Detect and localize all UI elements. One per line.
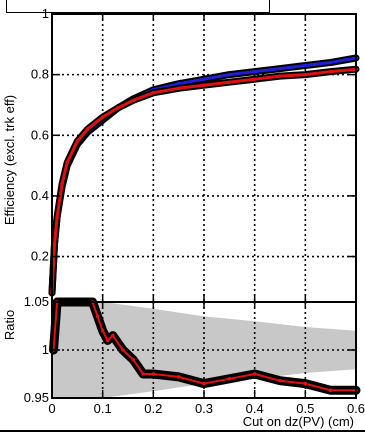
main-series-1-point-17: [328, 69, 333, 74]
ratio-series-0-point-17: [328, 388, 333, 393]
ratio-series-0-point-9: [141, 372, 145, 376]
ratio-xtick-label-4: 0.4: [246, 401, 264, 416]
main-series-1-point-16: [303, 72, 308, 77]
main-series-0-point-15: [278, 66, 282, 71]
main-series-1-point-12: [202, 83, 206, 87]
ratio-ytick-label-1: 1: [42, 342, 49, 357]
ratio-ytick-label-2: 1.05: [24, 294, 49, 309]
ratio-series-0-point-5: [105, 338, 110, 343]
main-series-0-point-12: [202, 77, 206, 81]
ratio-series-0-point-14: [252, 372, 257, 376]
ratio-ylabel: Ratio: [2, 310, 17, 340]
main-series-1-point-3: [60, 182, 64, 186]
ratio-xtick-label-6: 0.6: [347, 401, 365, 416]
ratio-xtick-label-3: 0.3: [195, 401, 213, 416]
main-series-1-point-7: [100, 115, 105, 119]
ratio-series-0-point-13: [227, 377, 232, 381]
ratio-xtick-label-5: 0.5: [296, 401, 314, 416]
main-series-0-point-14: [252, 69, 257, 74]
main-ytick-label-0: 0.2: [31, 249, 49, 264]
main-series-0-point-16: [303, 63, 308, 68]
main-series-1-point-14: [252, 77, 257, 81]
main-series-0-point-11: [176, 81, 181, 86]
main-ytick-label-1: 0.4: [31, 188, 49, 203]
legend-box: [6, 0, 270, 13]
main-ytick-label-4: 1: [42, 6, 49, 21]
ratio-series-0-point-11: [176, 375, 181, 379]
footer-rule: [0, 430, 365, 432]
ratio-xtick-label-0: 0: [48, 401, 55, 416]
ratio-series-0-point-4: [100, 329, 105, 333]
main-series-1-point-4: [65, 160, 69, 165]
main-ylabel: Efficiency (excl. trk eff): [2, 95, 17, 225]
ratio-series-0-point-8: [131, 357, 135, 362]
main-series-1-point-2: [55, 215, 59, 219]
main-series-1-point-9: [131, 98, 135, 103]
main-panel: 0.2 0.4 0.6 0.8 1: [31, 6, 360, 303]
ratio-series-0-point-15: [278, 378, 282, 383]
ratio-series-0-point-7: [121, 348, 125, 352]
main-series-1-point-1: [52, 242, 57, 247]
ratio-series-0-point-12: [202, 381, 206, 386]
ratio-series-0-point-10: [151, 372, 156, 376]
main-series-1-point-13: [227, 80, 232, 84]
main-series-1-point-5: [75, 139, 80, 144]
ratio-series-0-point-6: [111, 333, 115, 338]
main-series-1-point-8: [116, 106, 120, 110]
main-ytick-label-3: 0.8: [31, 67, 49, 82]
ratio-xlabel: Cut on dz(PV) (cm): [243, 414, 354, 429]
ratio-xtick-label-1: 0.1: [94, 401, 112, 416]
main-series-0-point-17: [328, 60, 333, 65]
main-series-0-point-13: [227, 72, 232, 77]
main-series-1-point-6: [85, 127, 90, 131]
ratio-panel: 0.95 1 1.05 0 0.1 0.2 0.3 0.4 0.5 0.6: [24, 294, 365, 416]
main-plot-area: [52, 14, 356, 302]
main-series-1-point-11: [176, 86, 181, 91]
ratio-series-0-point-16: [303, 381, 308, 386]
ratio-xtick-label-2: 0.2: [144, 401, 162, 416]
main-series-1-point-15: [278, 74, 282, 78]
main-ytick-label-2: 0.6: [31, 127, 49, 142]
ratio-ytick-label-0: 0.95: [24, 390, 49, 405]
main-series-1-point-10: [151, 91, 156, 95]
ratio-series-0-point-3: [95, 314, 100, 319]
